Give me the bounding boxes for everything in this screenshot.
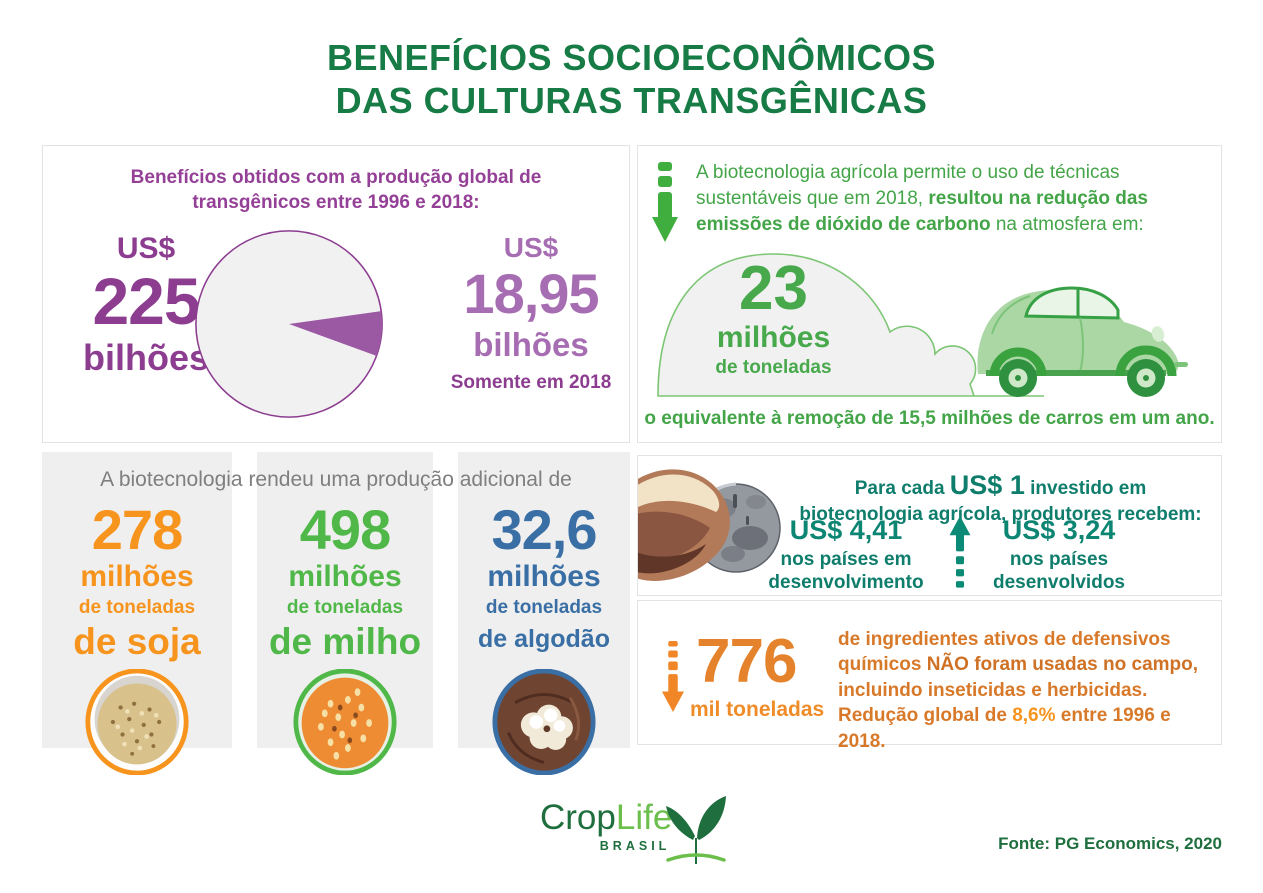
source-note: Fonte: PG Economics, 2020 [998, 834, 1222, 853]
pesticides-value: 776 [696, 627, 797, 696]
corn-unit2: de toneladas [286, 597, 404, 618]
pesticides-highlight: 8,6% [1012, 705, 1056, 727]
pesticides-paragraph: de ingredientes ativos de defensivos quí… [838, 627, 1210, 754]
total-currency: US$ [116, 232, 176, 265]
panel-additional-production: A biotecnologia rendeu uma produção adic… [42, 452, 630, 775]
roi-developed-value: US$ 3,24 [1002, 515, 1116, 545]
roi-header: Para cada US$ 1 investido em biotecnolog… [793, 468, 1208, 528]
roi-developed: US$ 3,24 nos países desenvolvidos [969, 515, 1149, 595]
production-header: A biotecnologia rendeu uma produção adic… [100, 468, 572, 491]
sprout-icon [666, 796, 726, 864]
soy-unit2: de toneladas [78, 597, 196, 618]
soy-bowl-illustration [85, 669, 189, 775]
total-value: 225 [92, 264, 200, 338]
down-arrow-icon [652, 162, 678, 242]
up-arrow-icon [949, 516, 971, 588]
pie-chart [191, 226, 387, 422]
pesticides-text-bold: NÃO foram usadas no campo, [926, 654, 1199, 676]
corn-value: 498 [299, 498, 391, 561]
roi-header-2: investido em biotecnologia agrícola, pro… [799, 478, 1202, 526]
cotton-value: 32,6 [491, 498, 598, 561]
recent-value: 18,95 [463, 262, 599, 325]
total-unit: bilhões [82, 337, 210, 378]
page-title: BENEFÍCIOS SOCIOECONÔMICOS DAS CULTURAS … [0, 36, 1263, 122]
page-title-line2: DAS CULTURAS TRANSGÊNICAS [335, 80, 928, 122]
recent-note: Somente em 2018 [450, 372, 612, 393]
pie-slice-2018 [289, 311, 383, 356]
card-soy: 278 milhões de toneladas de soja [42, 452, 232, 775]
croplife-logo-text: CropLife [540, 800, 672, 835]
panel-global-benefits: Benefícios obtidos com a produção global… [42, 145, 630, 443]
co2-text-bold: resultou na redução das emissões de dióx… [696, 188, 1148, 236]
co2-cloud-figure: 23 milhões de toneladas [666, 254, 881, 378]
cloud-and-car-illustration [657, 253, 1188, 397]
corn-bowl-illustration [293, 669, 397, 775]
pesticides-unit: mil toneladas [690, 698, 825, 721]
co2-text-2: na atmosfera em: [990, 214, 1144, 236]
panel-co2-reduction: A biotecnologia agrícola permite o uso d… [637, 145, 1222, 443]
croplife-logo: CropLife BRASIL [540, 800, 672, 853]
cloud-shape [657, 253, 977, 397]
roi-developing: US$ 4,41 nos países em desenvolvimento [756, 515, 936, 595]
card-cotton: 32,6 milhões de toneladas de algodão [458, 452, 630, 775]
recent-unit: bilhões [473, 326, 589, 363]
cotton-unit2: de toneladas [485, 597, 603, 618]
roi-header-bold: US$ 1 [949, 470, 1025, 500]
total-benefit-figure: US$ 225 bilhões [71, 234, 221, 376]
recent-currency: US$ [503, 232, 559, 263]
panel-pesticides: 776 mil toneladas de ingredientes ativos… [637, 600, 1222, 752]
pesticides-text-3: entre 1996 e 2018. [838, 705, 1171, 752]
pie-chart-svg [195, 230, 383, 418]
cotton-crop: de algodão [478, 625, 610, 653]
coin-illustration [638, 469, 781, 581]
co2-caption-2: de carros em um ano. [1012, 408, 1215, 429]
roi-developing-value: US$ 4,41 [789, 515, 903, 545]
recent-benefit-figure: US$ 18,95 bilhões Somente em 2018 [441, 232, 621, 393]
car-illustration [977, 286, 1188, 397]
co2-paragraph: A biotecnologia agrícola permite o uso d… [696, 160, 1204, 239]
co2-unit1: milhões [716, 321, 831, 354]
logo-crop-text: Crop [540, 798, 616, 837]
soy-unit1: milhões [80, 560, 194, 593]
co2-unit2: de toneladas [715, 357, 832, 378]
benefits-header: Benefícios obtidos com a produção global… [130, 167, 542, 213]
cotton-bowl-illustration [492, 669, 596, 775]
co2-caption-1: o equivalente à remoção de [644, 408, 899, 429]
co2-value: 23 [739, 254, 808, 323]
down-arrow-icon-orange [661, 641, 685, 712]
pesticides-text-1: de ingredientes ativos de defensivos quí… [838, 629, 1171, 676]
co2-caption: o equivalente à remoção de 15,5 milhões … [638, 408, 1221, 430]
co2-text-1: A biotecnologia agrícola permite o uso d… [696, 162, 1120, 210]
corn-crop: de milho [268, 621, 422, 662]
soy-crop: de soja [73, 621, 201, 662]
logo-brasil-text: BRASIL [599, 839, 671, 853]
cotton-unit1: milhões [487, 560, 601, 593]
page-title-line1: BENEFÍCIOS SOCIOECONÔMICOS [326, 37, 937, 78]
roi-developed-label: nos países desenvolvidos [993, 548, 1125, 594]
card-corn: 498 milhões de toneladas de milho [257, 452, 433, 775]
logo-life-text: Life [615, 798, 673, 837]
roi-developing-label: nos países em desenvolvimento [768, 548, 924, 594]
soy-value: 278 [91, 498, 183, 561]
pesticides-text-2: incluindo inseticidas e herbicidas. Redu… [838, 679, 1148, 727]
roi-header-1: Para cada [854, 478, 950, 499]
corn-unit1: milhões [288, 560, 402, 593]
panel-roi: Para cada US$ 1 investido em biotecnolog… [637, 455, 1222, 596]
co2-caption-bold: 15,5 milhões [898, 408, 1013, 429]
